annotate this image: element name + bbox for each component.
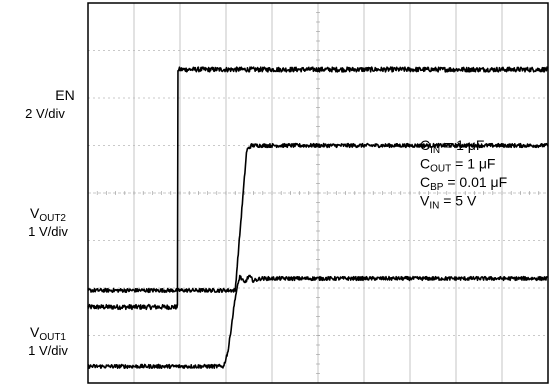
vout1-label: VOUT1 xyxy=(30,324,66,343)
vout1-trace xyxy=(87,274,549,370)
annotation-line: CIN = 1 μF xyxy=(420,137,484,156)
en-label: EN xyxy=(55,87,74,103)
vout2-trace xyxy=(87,142,549,294)
annotation-line: COUT = 1 μF xyxy=(420,156,495,175)
annotation-line: VIN = 5 V xyxy=(420,193,477,212)
traces xyxy=(87,66,549,370)
plot-frame xyxy=(87,2,549,384)
en-scale-label: 2 V/div xyxy=(25,106,65,121)
vout1-scale-label: 1 V/div xyxy=(28,343,68,358)
grid xyxy=(87,2,549,384)
annotation-line: CBP = 0.01 μF xyxy=(420,174,507,193)
vout2-scale-label: 1 V/div xyxy=(28,224,68,239)
vout2-label: VOUT2 xyxy=(30,205,66,224)
en-trace xyxy=(87,66,549,311)
